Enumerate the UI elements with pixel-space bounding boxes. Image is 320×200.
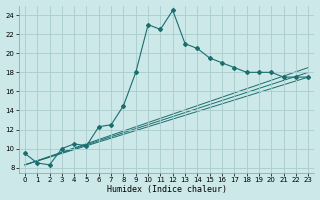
X-axis label: Humidex (Indice chaleur): Humidex (Indice chaleur) [107,185,227,194]
